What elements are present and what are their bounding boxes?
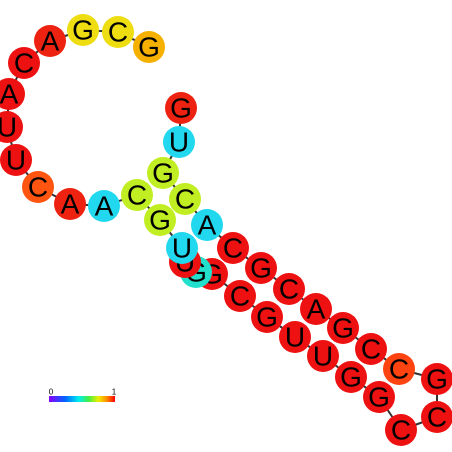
nucleotide-circle	[300, 293, 332, 325]
nucleotide-label: G	[426, 364, 448, 395]
nucleotide-label: G	[250, 253, 272, 284]
nucleotide-label: C	[14, 48, 34, 79]
nucleotide-label: G	[152, 158, 174, 189]
nucleotides: GUGCACGCAGCCGCCGGUUGCGGUUGCAACUUACAGCG	[0, 14, 452, 446]
nucleotide-circle	[67, 14, 99, 46]
nucleotide-circle	[169, 183, 201, 215]
nucleotide-circle	[279, 321, 311, 353]
nucleotide-label: C	[108, 17, 128, 48]
nucleotide-label: C	[279, 274, 299, 305]
nucleotide-circle	[0, 144, 32, 176]
nucleotide-label: G	[170, 93, 192, 124]
nucleotide-circle	[224, 280, 256, 312]
nucleotide-circle	[307, 340, 339, 372]
nucleotide-circle	[8, 47, 40, 79]
nucleotide-circle	[144, 204, 176, 236]
nucleotide-label: C	[127, 180, 147, 211]
nucleotide-label: C	[28, 172, 48, 203]
nucleotide-circle	[163, 126, 195, 158]
nucleotide-label: C	[427, 402, 447, 433]
nucleotide-circle	[121, 179, 153, 211]
nucleotide-label: G	[332, 313, 354, 344]
colorbar	[49, 396, 115, 402]
nucleotide-label: G	[340, 362, 362, 393]
nucleotide-label: A	[41, 26, 60, 57]
nucleotide-label: G	[368, 382, 390, 413]
nucleotide-circle	[355, 333, 387, 365]
nucleotide-label: U	[172, 233, 192, 264]
nucleotide-circle	[88, 190, 120, 222]
nucleotide-label: C	[389, 354, 409, 385]
colorbar-min: 0	[49, 388, 54, 397]
nucleotide-label: G	[149, 205, 171, 236]
nucleotide-circle	[191, 209, 223, 241]
nucleotide-circle	[22, 171, 54, 203]
nucleotide-label: U	[285, 322, 305, 353]
nucleotide-label: C	[175, 184, 195, 215]
nucleotide-label: A	[95, 191, 114, 222]
nucleotide-circle	[383, 353, 415, 385]
nucleotide-circle	[166, 232, 198, 264]
nucleotide-circle	[273, 273, 305, 305]
nucleotide-circle	[217, 232, 249, 264]
nucleotide-circle	[363, 381, 395, 413]
nucleotide-label: U	[0, 112, 17, 143]
nucleotide-circle	[102, 16, 134, 48]
nucleotide-label: U	[6, 145, 26, 176]
nucleotide-circle	[421, 401, 452, 433]
nucleotide-label: C	[230, 281, 250, 312]
nucleotide-circle	[147, 157, 179, 189]
nucleotide-circle	[165, 92, 197, 124]
nucleotide-label: A	[198, 210, 217, 241]
nucleotide-label: U	[169, 127, 189, 158]
nucleotide-label: A	[0, 79, 19, 110]
colorbar-max: 1	[112, 388, 117, 397]
nucleotide-label: C	[223, 233, 243, 264]
nucleotide-label: G	[72, 15, 94, 46]
nucleotide-circle	[335, 361, 367, 393]
nucleotide-label: G	[256, 302, 278, 333]
nucleotide-label: A	[307, 294, 326, 325]
nucleotide-circle	[34, 25, 66, 57]
nucleotide-label: G	[138, 32, 160, 63]
nucleotide-circle	[133, 31, 165, 63]
nucleotide-circle	[385, 414, 417, 446]
nucleotide-circle	[54, 188, 86, 220]
nucleotide-circle	[0, 78, 25, 110]
nucleotide-label: U	[313, 341, 333, 372]
nucleotide-label: C	[361, 334, 381, 365]
nucleotide-circle	[245, 252, 277, 284]
nucleotide-label: A	[61, 189, 80, 220]
nucleotide-circle	[327, 312, 359, 344]
nucleotide-circle	[251, 301, 283, 333]
nucleotide-circle	[421, 363, 452, 395]
nucleotide-circle	[0, 111, 23, 143]
nucleotide-label: C	[391, 415, 411, 446]
